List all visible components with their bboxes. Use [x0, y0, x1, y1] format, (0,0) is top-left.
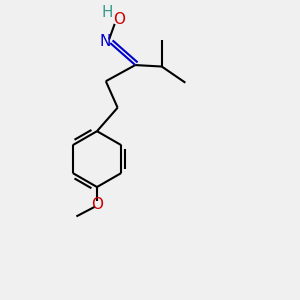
Text: H: H	[102, 5, 113, 20]
Text: N: N	[100, 34, 111, 49]
Text: O: O	[91, 197, 103, 212]
Text: O: O	[113, 12, 125, 27]
